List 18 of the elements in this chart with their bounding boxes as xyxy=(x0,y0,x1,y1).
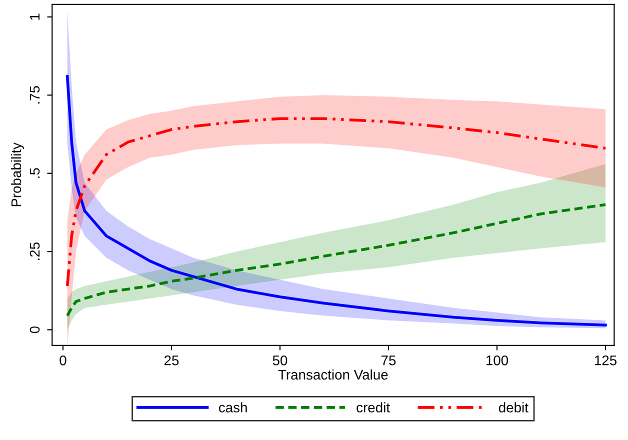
legend-label: cash xyxy=(218,402,247,412)
y-tick-label: .75 xyxy=(30,86,40,104)
x-tick-label: 50 xyxy=(272,355,288,366)
x-tick-label: 75 xyxy=(381,356,396,366)
legend-label: credit xyxy=(356,402,390,412)
line-series xyxy=(66,203,607,318)
legend-label: debit xyxy=(498,402,528,412)
y-tick-label: .5 xyxy=(30,168,40,178)
x-axis-title: Transaction Value xyxy=(278,369,388,380)
y-tick-label: .25 xyxy=(30,242,40,260)
x-tick-label: 100 xyxy=(486,355,508,366)
x-tick-label: 0 xyxy=(60,355,66,366)
y-axis-title: Probability xyxy=(10,142,24,206)
line-series xyxy=(66,117,607,288)
y-tick-label: 0 xyxy=(30,326,40,334)
x-tick-label: 25 xyxy=(164,355,179,366)
y-tick-label: 1 xyxy=(30,14,40,20)
x-tick-label: 125 xyxy=(594,355,617,366)
